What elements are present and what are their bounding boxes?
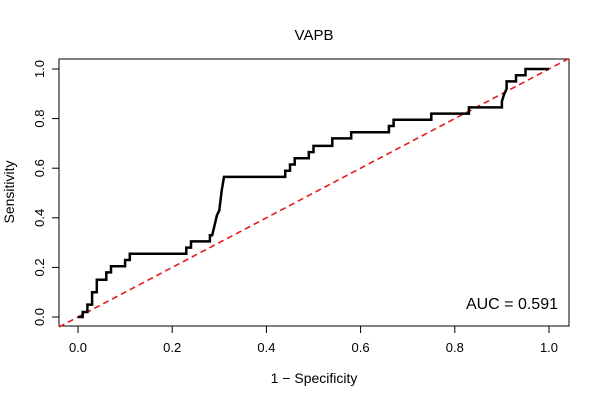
x-axis: 0.0 0.2 0.4 0.6 0.8 1.0 xyxy=(69,325,558,355)
x-axis-label: 1 − Specificity xyxy=(271,370,358,386)
reference-diagonal-line xyxy=(58,57,570,328)
x-tick-label: 0.4 xyxy=(257,340,275,355)
y-tick-label: 0.2 xyxy=(32,258,47,276)
chart-title: VAPB xyxy=(295,27,334,44)
y-tick-label: 1.0 xyxy=(32,60,47,78)
y-tick-label: 0.4 xyxy=(32,209,47,227)
roc-curve xyxy=(78,67,549,319)
y-axis: 0.0 0.2 0.4 0.6 0.8 1.0 xyxy=(32,60,60,326)
x-tick-label: 0.2 xyxy=(163,340,181,355)
y-tick-label: 0.8 xyxy=(32,110,47,128)
auc-annotation: AUC = 0.591 xyxy=(466,296,558,313)
x-tick-label: 0.0 xyxy=(69,340,87,355)
x-tick-label: 0.8 xyxy=(446,340,464,355)
plot-frame xyxy=(58,58,570,327)
x-tick-label: 0.6 xyxy=(352,340,370,355)
y-tick-label: 0.6 xyxy=(32,159,47,177)
y-axis-label: Sensitivity xyxy=(1,160,17,223)
y-tick-label: 0.0 xyxy=(32,308,47,326)
x-tick-label: 1.0 xyxy=(540,340,558,355)
